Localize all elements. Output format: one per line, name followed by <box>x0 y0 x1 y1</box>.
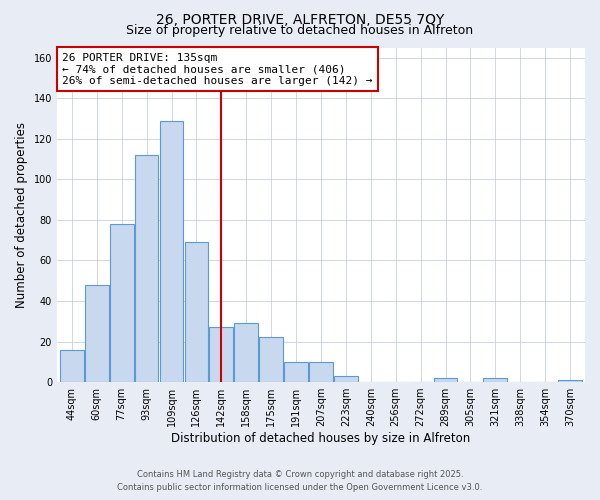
Bar <box>185 242 208 382</box>
Text: Size of property relative to detached houses in Alfreton: Size of property relative to detached ho… <box>127 24 473 37</box>
Y-axis label: Number of detached properties: Number of detached properties <box>15 122 28 308</box>
Bar <box>209 328 233 382</box>
Bar <box>135 155 158 382</box>
Bar <box>60 350 83 382</box>
Bar <box>334 376 358 382</box>
Bar <box>85 285 109 382</box>
X-axis label: Distribution of detached houses by size in Alfreton: Distribution of detached houses by size … <box>172 432 470 445</box>
Bar <box>558 380 582 382</box>
Bar <box>160 120 184 382</box>
Bar <box>259 338 283 382</box>
Bar <box>434 378 457 382</box>
Bar <box>235 324 258 382</box>
Text: 26, PORTER DRIVE, ALFRETON, DE55 7QY: 26, PORTER DRIVE, ALFRETON, DE55 7QY <box>156 12 444 26</box>
Text: Contains HM Land Registry data © Crown copyright and database right 2025.
Contai: Contains HM Land Registry data © Crown c… <box>118 470 482 492</box>
Bar <box>110 224 134 382</box>
Bar <box>484 378 507 382</box>
Bar <box>284 362 308 382</box>
Bar <box>309 362 333 382</box>
Text: 26 PORTER DRIVE: 135sqm
← 74% of detached houses are smaller (406)
26% of semi-d: 26 PORTER DRIVE: 135sqm ← 74% of detache… <box>62 52 373 86</box>
